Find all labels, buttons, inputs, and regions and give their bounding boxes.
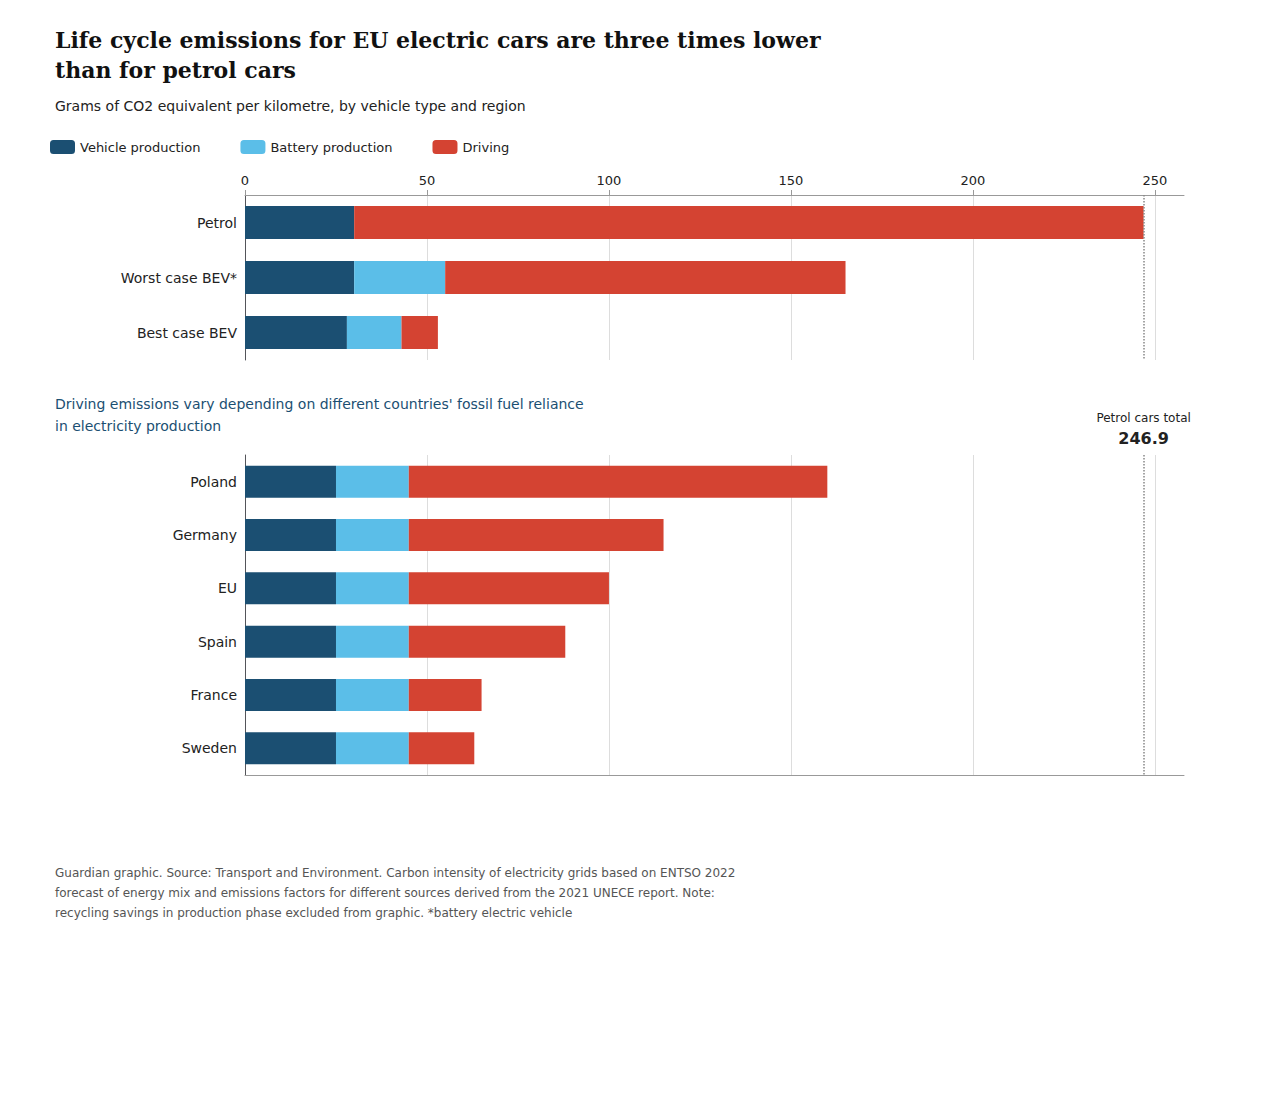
svg-text:Driving emissions vary dependi: Driving emissions vary depending on diff… <box>55 396 584 412</box>
svg-text:Life cycle emissions for EU el: Life cycle emissions for EU electric car… <box>55 27 821 53</box>
svg-text:Worst case BEV*: Worst case BEV* <box>121 270 237 286</box>
svg-text:Petrol cars total: Petrol cars total <box>1096 411 1190 425</box>
svg-text:Poland: Poland <box>190 474 237 490</box>
svg-text:Spain: Spain <box>198 634 237 650</box>
svg-text:Grams of CO2 equivalent per ki: Grams of CO2 equivalent per kilometre, b… <box>55 98 526 114</box>
svg-text:Best case BEV: Best case BEV <box>137 325 238 341</box>
svg-text:250: 250 <box>1142 173 1167 188</box>
svg-text:0: 0 <box>241 173 249 188</box>
svg-text:Driving: Driving <box>462 140 509 155</box>
svg-text:Vehicle production: Vehicle production <box>80 140 200 155</box>
svg-text:recycling savings in productio: recycling savings in production phase ex… <box>55 906 572 920</box>
svg-text:100: 100 <box>597 173 622 188</box>
svg-text:in electricity production: in electricity production <box>55 418 221 434</box>
svg-text:Sweden: Sweden <box>182 740 237 756</box>
svg-text:forecast of energy mix and emi: forecast of energy mix and emissions fac… <box>55 886 715 900</box>
svg-text:Germany: Germany <box>173 527 237 543</box>
svg-text:EU: EU <box>218 580 237 596</box>
svg-text:than for petrol cars: than for petrol cars <box>55 57 296 83</box>
svg-text:Battery production: Battery production <box>270 140 392 155</box>
svg-text:Petrol: Petrol <box>197 215 237 231</box>
svg-text:200: 200 <box>960 173 985 188</box>
svg-text:50: 50 <box>419 173 436 188</box>
svg-text:France: France <box>190 687 237 703</box>
svg-text:150: 150 <box>779 173 804 188</box>
svg-text:Guardian graphic. Source: Tran: Guardian graphic. Source: Transport and … <box>55 866 735 880</box>
svg-text:246.9: 246.9 <box>1118 429 1169 448</box>
